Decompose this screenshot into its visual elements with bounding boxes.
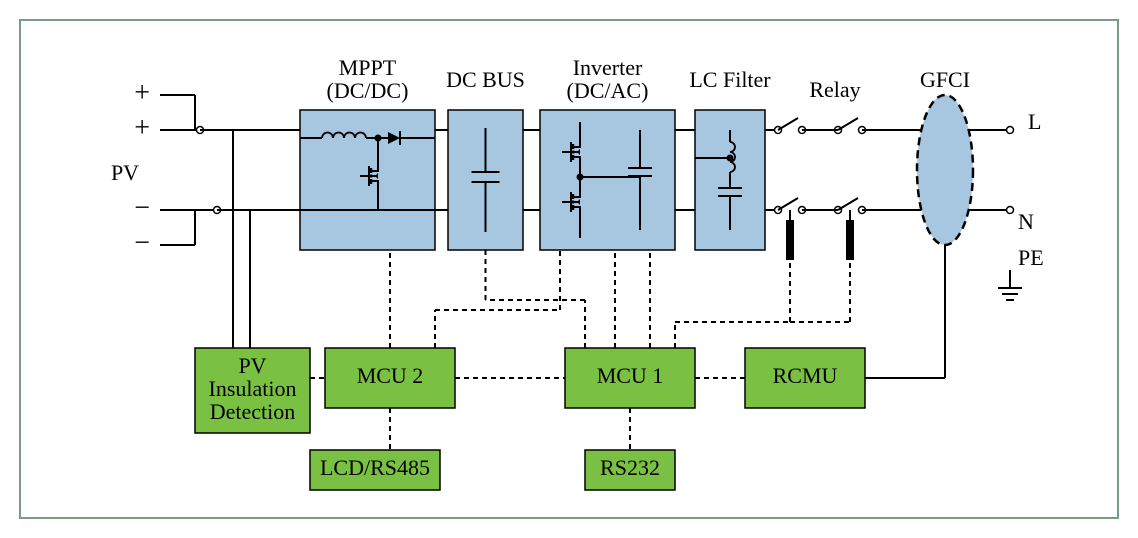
mppt-label-1: MPPT — [339, 55, 397, 80]
rcmu-label: RCMU — [773, 363, 838, 388]
pe-label: PE — [1018, 245, 1044, 270]
pv-label: PV — [111, 160, 139, 185]
terminal — [1007, 207, 1014, 214]
relay-label: Relay — [809, 77, 860, 102]
pv-ins-3: Detection — [210, 399, 296, 424]
shunt-icon — [846, 220, 854, 260]
inverter-label-1: Inverter — [573, 55, 643, 80]
inverter-block — [540, 110, 675, 250]
plus-1: + — [134, 77, 150, 108]
lcfilter-label: LC Filter — [689, 67, 771, 92]
junction — [375, 135, 382, 142]
mppt-block — [300, 110, 435, 250]
minus-1: − — [134, 192, 150, 223]
terminal — [1007, 127, 1014, 134]
junction — [577, 174, 584, 181]
l-label: L — [1028, 109, 1041, 134]
pv-ins-1: PV — [238, 353, 266, 378]
gfci-icon — [917, 95, 973, 245]
shunt-icon — [786, 220, 794, 260]
dcbus-label: DC BUS — [446, 67, 525, 92]
pv-ins-2: Insulation — [209, 376, 297, 401]
junction — [727, 155, 734, 162]
rs232-label: RS232 — [600, 455, 660, 480]
gfci-label: GFCI — [920, 67, 970, 92]
minus-2: − — [134, 227, 150, 258]
mcu2-label: MCU 2 — [357, 363, 424, 388]
mppt-label-2: (DC/DC) — [327, 78, 409, 103]
inverter-label-2: (DC/AC) — [567, 78, 649, 103]
n-label: N — [1018, 209, 1034, 234]
plus-2: + — [134, 112, 150, 143]
lcd-label: LCD/RS485 — [320, 455, 430, 480]
mcu1-label: MCU 1 — [597, 363, 664, 388]
